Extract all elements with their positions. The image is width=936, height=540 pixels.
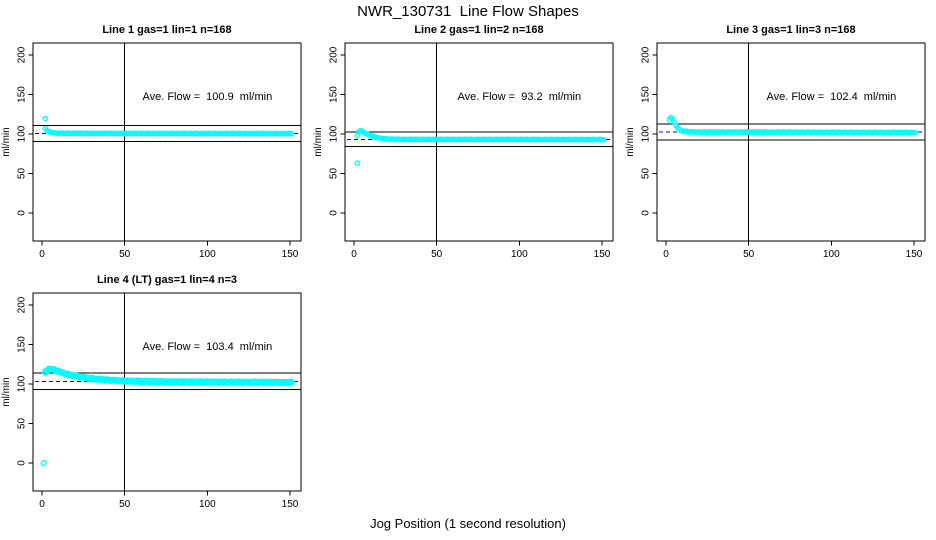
- svg-text:200: 200: [641, 46, 652, 63]
- svg-text:Ave. Flow = 100.9 ml/min: Ave. Flow = 100.9 ml/min: [142, 91, 272, 103]
- svg-text:100: 100: [199, 499, 216, 510]
- line-2-flow-chart: 0 50 100 150 200 0 50 100 150 ml/min Line 2 gas=1 …: [313, 24, 614, 260]
- svg-text:Line 4 (LT) gas=1 lin=4 n=3: Line 4 (LT) gas=1 lin=4 n=3: [97, 274, 237, 286]
- svg-text:0: 0: [17, 210, 28, 216]
- svg-text:50: 50: [119, 249, 131, 260]
- svg-text:ml/min: ml/min: [1, 377, 12, 406]
- svg-text:50: 50: [641, 168, 652, 180]
- svg-text:0: 0: [39, 249, 45, 260]
- line-3-flow-chart: 0 50 100 150 200 0 50 100 150 ml/min Line 3 gas=1 …: [625, 24, 926, 260]
- svg-text:Line 2 gas=1 lin=2 n=168: Line 2 gas=1 lin=2 n=168: [414, 24, 543, 36]
- svg-text:150: 150: [329, 86, 340, 103]
- svg-text:150: 150: [17, 336, 28, 353]
- svg-text:50: 50: [431, 249, 443, 260]
- svg-text:200: 200: [17, 46, 28, 63]
- svg-text:150: 150: [641, 86, 652, 103]
- svg-text:100: 100: [17, 375, 28, 392]
- x-axis-label: Jog Position (1 second resolution): [370, 516, 566, 531]
- svg-text:150: 150: [17, 86, 28, 103]
- svg-text:200: 200: [329, 46, 340, 63]
- panel-line-3: 0 50 100 150 200 0 50 100 150 ml/min Line 3 gas=1 …: [624, 18, 936, 274]
- svg-text:150: 150: [906, 249, 923, 260]
- svg-text:150: 150: [594, 249, 611, 260]
- svg-text:100: 100: [511, 249, 528, 260]
- svg-text:100: 100: [17, 125, 28, 142]
- svg-text:Ave. Flow = 93.2 ml/min: Ave. Flow = 93.2 ml/min: [458, 91, 582, 103]
- svg-text:50: 50: [17, 168, 28, 180]
- svg-text:150: 150: [282, 249, 299, 260]
- svg-text:50: 50: [329, 168, 340, 180]
- svg-text:100: 100: [199, 249, 216, 260]
- svg-text:Line 1 gas=1 lin=1 n=168: Line 1 gas=1 lin=1 n=168: [102, 24, 231, 36]
- svg-text:100: 100: [823, 249, 840, 260]
- figure-title: NWR_130731 Line Flow Shapes: [357, 3, 579, 20]
- svg-text:0: 0: [17, 460, 28, 466]
- svg-text:100: 100: [641, 125, 652, 142]
- svg-text:Ave. Flow = 103.4 ml/min: Ave. Flow = 103.4 ml/min: [142, 341, 272, 353]
- panel-line-4: 0 50 100 150 200 0 50 100 150 ml/min Line 4 (LT) g…: [0, 268, 312, 524]
- svg-text:100: 100: [329, 125, 340, 142]
- line-4-flow-chart: 0 50 100 150 200 0 50 100 150 ml/min Line 4 (LT) g…: [1, 274, 302, 510]
- svg-text:ml/min: ml/min: [313, 127, 324, 156]
- svg-text:0: 0: [329, 210, 340, 216]
- svg-text:Ave. Flow = 102.4 ml/min: Ave. Flow = 102.4 ml/min: [766, 91, 896, 103]
- svg-text:150: 150: [282, 499, 299, 510]
- svg-text:ml/min: ml/min: [625, 127, 636, 156]
- svg-text:50: 50: [743, 249, 755, 260]
- svg-text:0: 0: [641, 210, 652, 216]
- svg-text:50: 50: [119, 499, 131, 510]
- line-1-flow-chart: 0 50 100 150 200 0 50 100 150 ml/min Line 1 gas=1 …: [1, 24, 302, 260]
- panel-line-1: 0 50 100 150 200 0 50 100 150 ml/min Line 1 gas=1 …: [0, 18, 312, 274]
- panel-line-2: 0 50 100 150 200 0 50 100 150 ml/min Line 2 gas=1 …: [312, 18, 624, 274]
- svg-text:Line 3 gas=1 lin=3 n=168: Line 3 gas=1 lin=3 n=168: [726, 24, 855, 36]
- svg-text:50: 50: [17, 418, 28, 430]
- svg-text:200: 200: [17, 296, 28, 313]
- svg-text:0: 0: [39, 499, 45, 510]
- svg-text:0: 0: [351, 249, 357, 260]
- svg-text:0: 0: [663, 249, 669, 260]
- svg-text:ml/min: ml/min: [1, 127, 12, 156]
